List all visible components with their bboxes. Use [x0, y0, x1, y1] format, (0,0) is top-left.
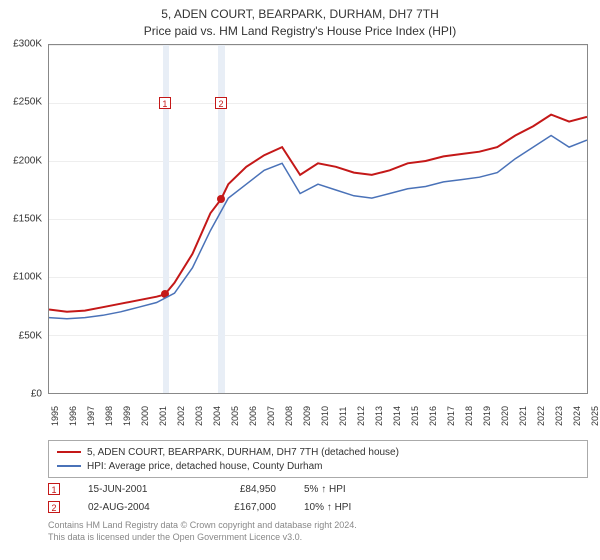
- x-tick-label: 2013: [374, 406, 384, 426]
- marker-row: 1 15-JUN-2001 £84,950 5% ↑ HPI: [48, 480, 588, 498]
- x-tick-label: 2004: [212, 406, 222, 426]
- y-tick-label: £200K: [13, 155, 42, 166]
- markers-table: 1 15-JUN-2001 £84,950 5% ↑ HPI 2 02-AUG-…: [48, 480, 588, 516]
- x-tick-label: 2012: [356, 406, 366, 426]
- x-tick-label: 2007: [266, 406, 276, 426]
- legend: 5, ADEN COURT, BEARPARK, DURHAM, DH7 7TH…: [48, 440, 588, 478]
- y-tick-label: £100K: [13, 272, 42, 283]
- attribution-line: This data is licensed under the Open Gov…: [48, 532, 588, 544]
- series-line: [49, 115, 587, 312]
- x-tick-label: 2010: [320, 406, 330, 426]
- x-tick-label: 1995: [50, 406, 60, 426]
- marker-price: £84,950: [206, 484, 276, 495]
- y-tick-label: £150K: [13, 214, 42, 225]
- x-tick-label: 2019: [482, 406, 492, 426]
- legend-item: 5, ADEN COURT, BEARPARK, DURHAM, DH7 7TH…: [57, 445, 579, 459]
- chart-titles: 5, ADEN COURT, BEARPARK, DURHAM, DH7 7TH…: [0, 0, 600, 40]
- marker-date: 15-JUN-2001: [88, 484, 178, 495]
- x-tick-label: 2023: [554, 406, 564, 426]
- marker-pct: 10% ↑ HPI: [304, 502, 394, 513]
- x-tick-label: 2003: [194, 406, 204, 426]
- attribution: Contains HM Land Registry data © Crown c…: [48, 520, 588, 543]
- chart-title-sub: Price paid vs. HM Land Registry's House …: [0, 23, 600, 40]
- y-axis: £0£50K£100K£150K£200K£250K£300K: [0, 44, 46, 394]
- legend-item: HPI: Average price, detached house, Coun…: [57, 459, 579, 473]
- legend-label: 5, ADEN COURT, BEARPARK, DURHAM, DH7 7TH…: [87, 447, 399, 458]
- x-tick-label: 2017: [446, 406, 456, 426]
- x-axis: 1995 1996 1997 1998 1999 2000 2001 2002 2003 2004…: [48, 396, 588, 436]
- y-tick-label: £250K: [13, 97, 42, 108]
- marker-badge: 1: [48, 483, 60, 495]
- x-tick-label: 2016: [428, 406, 438, 426]
- x-tick-label: 2024: [572, 406, 582, 426]
- x-tick-label: 2002: [176, 406, 186, 426]
- x-tick-label: 2022: [536, 406, 546, 426]
- chart-lines: [49, 45, 587, 393]
- x-tick-label: 2005: [230, 406, 240, 426]
- chart-plot-area: 12: [48, 44, 588, 394]
- x-tick-label: 2001: [158, 406, 168, 426]
- marker-pct: 5% ↑ HPI: [304, 484, 394, 495]
- x-tick-label: 1997: [86, 406, 96, 426]
- x-tick-label: 2018: [464, 406, 474, 426]
- marker-badge: 2: [48, 501, 60, 513]
- x-tick-label: 2000: [140, 406, 150, 426]
- x-tick-label: 2008: [284, 406, 294, 426]
- legend-label: HPI: Average price, detached house, Coun…: [87, 461, 323, 472]
- x-tick-label: 2020: [500, 406, 510, 426]
- x-tick-label: 2014: [392, 406, 402, 426]
- x-tick-label: 2025: [590, 406, 600, 426]
- x-tick-label: 2015: [410, 406, 420, 426]
- x-tick-label: 1998: [104, 406, 114, 426]
- chart-title-main: 5, ADEN COURT, BEARPARK, DURHAM, DH7 7TH: [0, 6, 600, 23]
- x-tick-label: 2009: [302, 406, 312, 426]
- y-tick-label: £0: [31, 389, 42, 400]
- x-tick-label: 1999: [122, 406, 132, 426]
- x-tick-label: 2021: [518, 406, 528, 426]
- y-tick-label: £50K: [19, 330, 42, 341]
- x-tick-label: 2011: [338, 407, 348, 426]
- attribution-line: Contains HM Land Registry data © Crown c…: [48, 520, 588, 532]
- marker-row: 2 02-AUG-2004 £167,000 10% ↑ HPI: [48, 498, 588, 516]
- legend-swatch: [57, 451, 81, 453]
- marker-date: 02-AUG-2004: [88, 502, 178, 513]
- y-tick-label: £300K: [13, 39, 42, 50]
- legend-swatch: [57, 465, 81, 467]
- x-tick-label: 2006: [248, 406, 258, 426]
- x-tick-label: 1996: [68, 406, 78, 426]
- marker-price: £167,000: [206, 502, 276, 513]
